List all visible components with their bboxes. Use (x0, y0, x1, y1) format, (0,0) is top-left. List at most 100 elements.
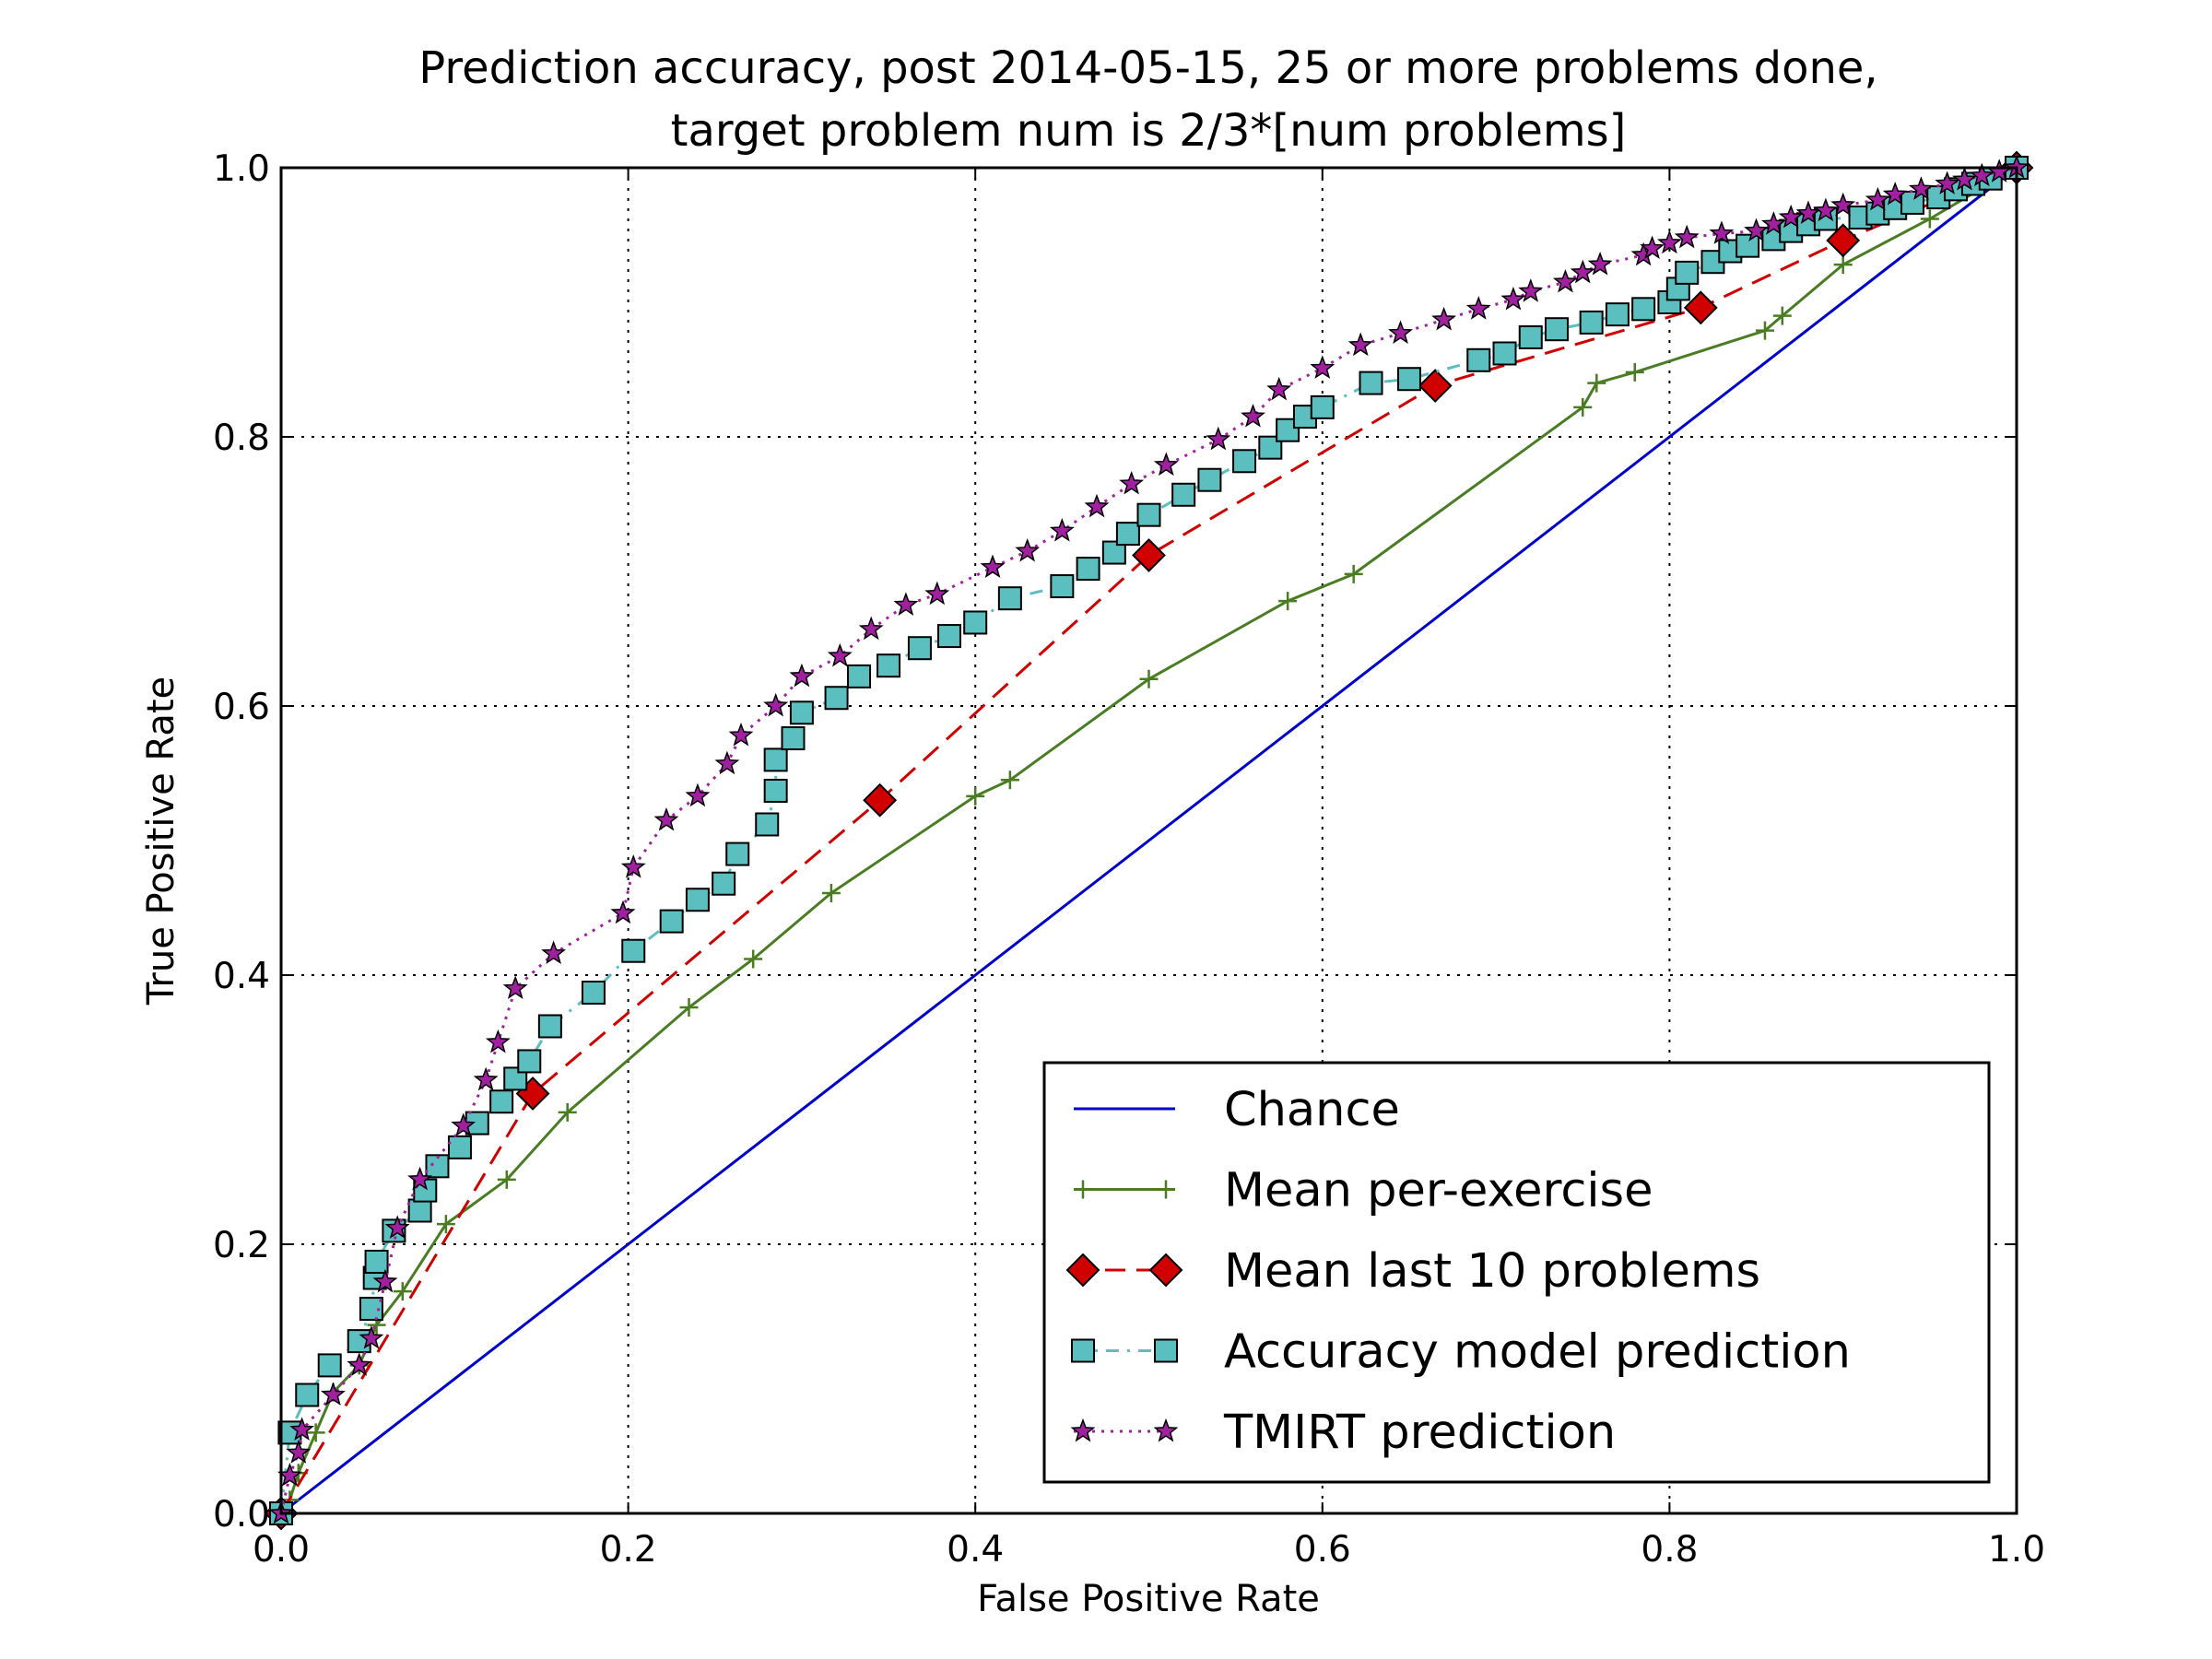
data-point (824, 686, 849, 711)
data-point (1813, 197, 1839, 222)
data-point (517, 1049, 542, 1074)
data-point (558, 1102, 577, 1122)
legend-item: Mean last 10 problems (1065, 1244, 1760, 1299)
x-tick-label: 0.6 (1294, 1529, 1351, 1571)
y-tick-label: 0.8 (213, 418, 270, 459)
data-point (980, 554, 1006, 579)
data-point (1833, 255, 1853, 275)
data-point (1969, 162, 1994, 187)
data-point (489, 1089, 514, 1114)
legend-marker (1071, 1338, 1095, 1363)
data-point (321, 1382, 346, 1406)
chart-title: Prediction accuracy, post 2014-05-15, 25… (418, 42, 1877, 157)
data-point (1587, 373, 1606, 393)
data-point (1492, 341, 1517, 366)
series-0 (280, 166, 2018, 1515)
data-point (1171, 482, 1196, 507)
data-point (1466, 347, 1491, 372)
data-point (789, 700, 814, 725)
data-point (963, 610, 988, 635)
data-point (1683, 290, 1718, 325)
legend-item: Mean per-exercise (1074, 1164, 1653, 1218)
data-point (1197, 467, 1222, 492)
data-point (763, 778, 788, 803)
data-point (1865, 186, 1890, 211)
legend-label: Chance (1224, 1083, 1400, 1137)
x-axis-label: False Positive Rate (977, 1578, 1320, 1620)
data-point (1266, 376, 1292, 401)
series-line (280, 166, 2018, 1515)
data-point (1232, 449, 1257, 474)
data-point (781, 726, 806, 751)
x-tick-label: 0.2 (600, 1529, 657, 1571)
data-point (1015, 537, 1041, 562)
legend-marker (1074, 1180, 1092, 1199)
legend-marker (1148, 1253, 1183, 1288)
data-point (1153, 452, 1179, 477)
data-point (763, 747, 788, 772)
data-point (541, 940, 567, 965)
data-point (1700, 250, 1725, 275)
data-point (863, 782, 898, 818)
data-point (763, 692, 789, 717)
legend-label: Accuracy model prediction (1224, 1325, 1851, 1380)
data-point (393, 1282, 412, 1301)
data-point (1755, 321, 1774, 340)
data-point (1000, 771, 1019, 790)
data-point (847, 664, 872, 688)
data-point (1605, 302, 1630, 327)
data-point (537, 1014, 562, 1039)
data-point (610, 900, 636, 924)
grid-lines (281, 168, 2017, 1513)
data-point (1744, 218, 1770, 242)
data-point (924, 581, 950, 606)
data-point (306, 1423, 325, 1442)
data-point (347, 1352, 372, 1376)
data-point (1132, 538, 1166, 572)
series-line (279, 166, 2018, 1514)
data-point (653, 806, 679, 831)
data-point (821, 883, 841, 902)
y-tick-label: 1.0 (213, 148, 270, 190)
data-point (1258, 435, 1283, 460)
data-point (1101, 540, 1126, 565)
data-point (1050, 574, 1075, 599)
data-point (1418, 369, 1453, 403)
data-point (372, 1268, 398, 1293)
data-point (1049, 518, 1075, 542)
legend-box (1042, 1061, 1991, 1484)
y-axis-label: True Positive Rate (140, 677, 182, 1006)
series-line (279, 166, 2018, 1514)
data-point (1908, 176, 1934, 200)
y-tick-label: 0.2 (213, 1225, 270, 1266)
data-point (1310, 394, 1335, 419)
data-point (685, 888, 710, 912)
plot-area-frame (279, 166, 2018, 1515)
data-point (1631, 297, 1656, 322)
legend: Chance Mean per-exercise Mean last 10 prob… (1042, 1061, 1991, 1484)
data-point (1826, 223, 1861, 258)
series-4 (268, 154, 2030, 1524)
data-point (425, 1154, 450, 1179)
chart-title-line-1: Prediction accuracy, post 2014-05-15, 25… (418, 42, 1877, 94)
legend-item: TMIRT prediction (1070, 1406, 1616, 1460)
data-point (877, 653, 901, 678)
data-point (1388, 320, 1413, 345)
data-point (1347, 332, 1373, 357)
data-point (289, 1417, 315, 1441)
data-point (502, 975, 528, 1000)
data-point (725, 841, 750, 866)
data-point (407, 1166, 433, 1191)
data-point (1882, 182, 1908, 206)
data-point (1359, 371, 1383, 395)
data-point (1735, 233, 1760, 258)
data-point (1518, 324, 1543, 349)
data-point (997, 586, 1022, 611)
data-point (728, 722, 754, 747)
legend-item: Accuracy model prediction (1071, 1325, 1851, 1380)
data-point (1115, 522, 1140, 547)
data-point (685, 782, 711, 807)
data-point (659, 909, 684, 934)
data-point (858, 616, 884, 641)
